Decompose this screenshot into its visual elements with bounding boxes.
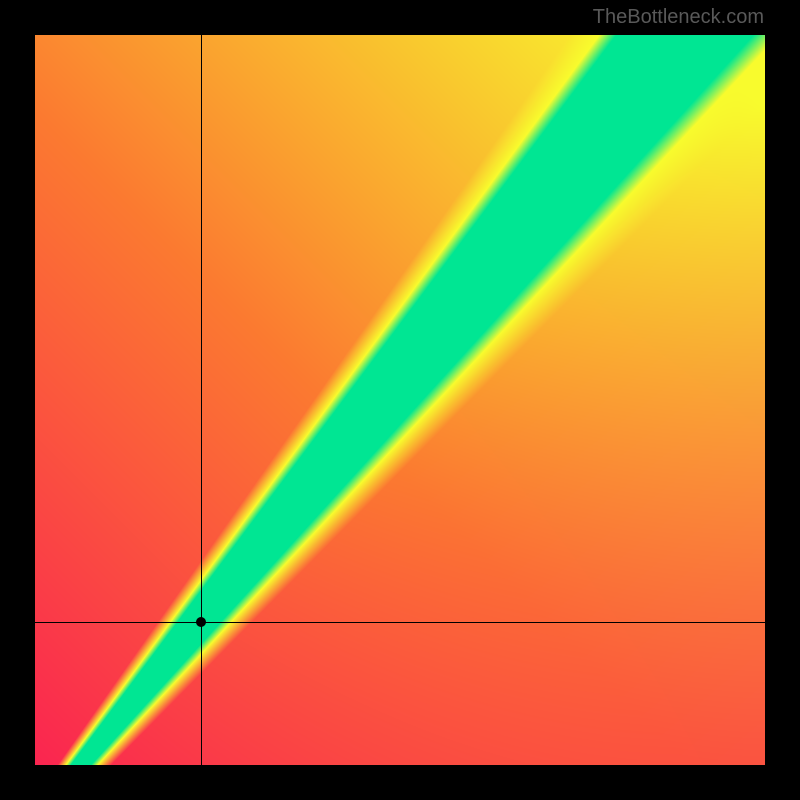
heatmap-canvas xyxy=(35,35,765,765)
watermark-text: TheBottleneck.com xyxy=(593,6,764,29)
crosshair-vertical xyxy=(201,35,202,765)
crosshair-marker xyxy=(196,617,206,627)
crosshair-horizontal xyxy=(35,622,765,623)
plot-area xyxy=(35,35,765,765)
